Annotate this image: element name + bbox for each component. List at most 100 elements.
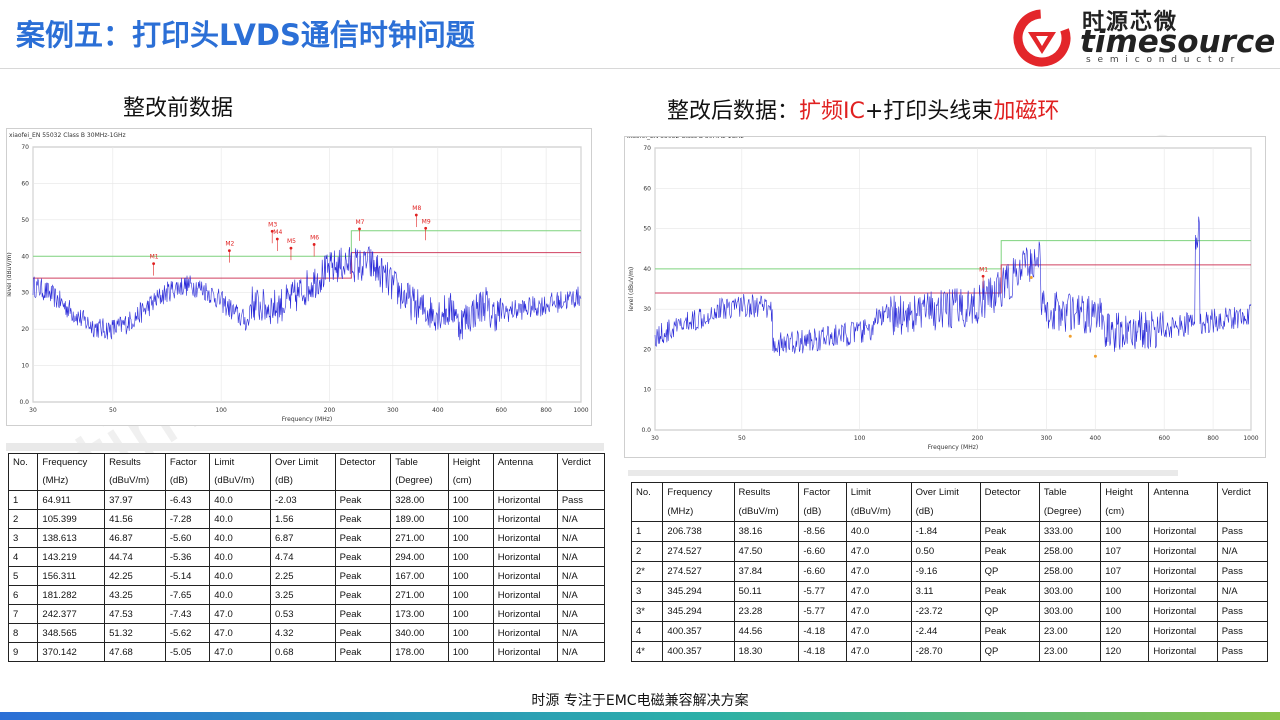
table-cell: Horizontal: [1148, 521, 1218, 542]
x-axis-label: Frequency (MHz): [282, 416, 332, 423]
table-row: 2 105.399 41.56 -7.28 40.0 1.56 Peak 189.00 100 H…: [7, 509, 606, 529]
after-heading-part: 整改后数据：: [667, 99, 800, 124]
x-axis-label: Frequency (MHz): [928, 444, 978, 451]
table-cell: -28.70: [910, 641, 981, 662]
table-cell: -8.56: [798, 521, 847, 542]
y-tick-label: 10: [643, 387, 651, 394]
table-cell: -5.05: [164, 642, 211, 662]
table-cell: -1.84: [910, 521, 981, 542]
table-cell: Peak: [334, 623, 392, 643]
table-cell: 40.0: [209, 566, 271, 586]
header-label: Factor: [169, 457, 197, 468]
table-cell: 40.0: [845, 521, 912, 542]
table-cell: Horizontal: [492, 585, 558, 605]
header-label: No.: [636, 487, 651, 498]
table-cell: N/A: [556, 604, 606, 624]
table-cell: 51.32: [104, 623, 166, 643]
table-row: 3 138.613 46.87 -5.60 40.0 6.87 Peak 271.00 100 H…: [7, 528, 606, 548]
table-cell: 370.142: [37, 642, 106, 662]
table-header-cell: Limit (dBuV/m): [845, 482, 912, 522]
table-cell: 8: [7, 623, 39, 643]
before-heading: 整改前数据: [123, 96, 234, 121]
table-cell: 43.25: [104, 585, 166, 605]
table-cell: -5.77: [798, 601, 847, 622]
x-tick-label: 30: [651, 435, 659, 442]
table-cell: 18.30: [733, 641, 800, 662]
table-cell: Horizontal: [492, 509, 558, 529]
marker-label: M6: [310, 234, 319, 241]
x-tick-label: 600: [1158, 435, 1170, 442]
y-tick-label: 60: [21, 180, 29, 187]
table-cell: Peak: [334, 547, 392, 567]
table-cell: 47.0: [845, 561, 912, 582]
table-cell: 23.28: [733, 601, 800, 622]
table-header-cell: Antenna: [1148, 482, 1218, 522]
table-cell: 100: [1100, 521, 1150, 542]
table-cell: Peak: [334, 566, 392, 586]
chart-caption: xiaofei_EN 55032 Class B 30MHz-1GHz: [9, 132, 126, 139]
table-cell: 105.399: [37, 509, 106, 529]
table-header-cell: Table (Degree): [390, 453, 449, 491]
table-cell: Pass: [1216, 521, 1269, 542]
header-label: Antenna: [497, 457, 534, 468]
table-cell: Peak: [979, 521, 1040, 542]
header-unit: (cm): [1105, 506, 1125, 517]
y-tick-label: 70: [643, 145, 651, 152]
y-tick-label: 50: [21, 217, 29, 224]
logo-chinese-name: 时源芯微: [1082, 10, 1179, 35]
table-cell: N/A: [556, 585, 606, 605]
footer-color-bar: [0, 712, 1280, 720]
table-cell: Peak: [334, 604, 392, 624]
emi-chart-before: xiaofei_EN 55032 Class B 30MHz-1GHz 0.0 10…: [6, 128, 592, 426]
table-cell: 206.738: [662, 521, 735, 542]
table-cell: 274.527: [662, 561, 735, 582]
table-cell: N/A: [1216, 581, 1269, 602]
header-unit: (dBuV/m): [738, 506, 779, 517]
table-cell: 47.68: [104, 642, 166, 662]
table-top-band: [6, 443, 604, 451]
table-cell: 156.311: [37, 566, 106, 586]
marker-point: [312, 243, 316, 246]
table-header-cell: Frequency (MHz): [37, 453, 106, 491]
table-cell: 1.56: [270, 509, 336, 529]
table-cell: 1: [630, 521, 664, 542]
table-header-cell: Over Limit (dB): [270, 453, 336, 491]
marker-point: [981, 274, 985, 278]
marker-point: [289, 246, 293, 250]
table-cell: -4.18: [798, 621, 847, 642]
marker-point: [424, 226, 428, 230]
table-cell: 4.32: [270, 623, 336, 643]
qp-point: [1029, 276, 1033, 280]
table-cell: -4.18: [798, 641, 847, 662]
header-unit: (dB): [915, 506, 934, 517]
header-label: Limit: [850, 487, 871, 498]
table-cell: 46.87: [104, 528, 166, 548]
table-cell: 47.0: [845, 541, 912, 562]
x-tick-label: 800: [540, 407, 552, 414]
table-header-cell: Results (dBuV/m): [733, 482, 800, 522]
header-unit: (MHz): [42, 475, 69, 486]
table-cell: 3.11: [910, 581, 981, 602]
x-tick-label: 200: [324, 407, 336, 414]
y-axis-label: level (dBuV/m): [628, 267, 635, 312]
table-cell: 328.00: [390, 490, 449, 510]
header-label: Results: [738, 487, 771, 498]
table-cell: -2.03: [270, 490, 336, 510]
table-cell: 340.00: [390, 623, 449, 643]
table-cell: 107: [1100, 561, 1150, 582]
chart-caption: xiaofei_EN 55032 Class B 30MHz-1GHz: [627, 137, 744, 140]
header-label: Table: [395, 457, 418, 468]
table-row: 8 348.565 51.32 -5.62 47.0 4.32 Peak 340.00 100 H…: [7, 623, 606, 643]
table-cell: -6.43: [164, 490, 211, 510]
table-row: 1 206.738 38.16 -8.56 40.0 -1.84 Peak 333.00 100…: [630, 521, 1269, 542]
table-cell: Pass: [1216, 601, 1269, 622]
x-tick-label: 100: [215, 407, 227, 414]
table-cell: -5.14: [164, 566, 211, 586]
table-cell: 7: [7, 604, 39, 624]
table-cell: Horizontal: [1148, 641, 1218, 662]
table-cell: 40.0: [209, 528, 271, 548]
table-cell: 258.00: [1038, 561, 1102, 582]
table-cell: 258.00: [1038, 541, 1102, 562]
table-header-cell: Height (cm): [447, 453, 494, 491]
marker-label: M1: [150, 254, 159, 261]
